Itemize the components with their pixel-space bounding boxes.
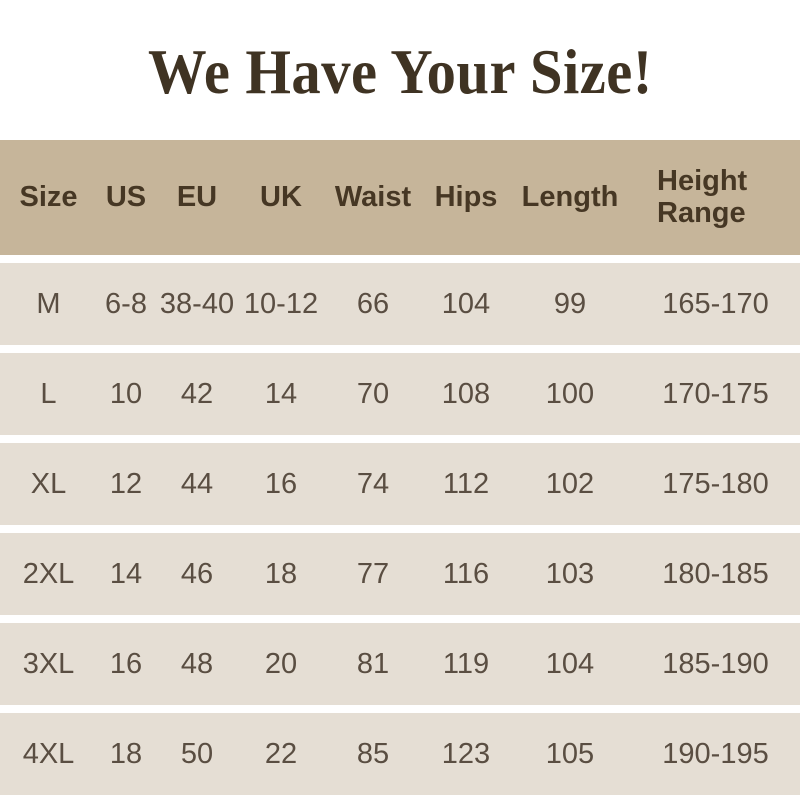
cell-height-range: 180-185 — [662, 557, 769, 590]
table-row: M 6-8 38-40 10-12 66 104 99 165-170 — [0, 263, 800, 345]
cell-us: 12 — [109, 467, 143, 500]
column-header-size: Size — [19, 180, 78, 213]
title-area: We Have Your Size! — [0, 0, 800, 140]
cell-height-range: 185-190 — [662, 647, 769, 680]
table-header-row: Size US EU UK Waist Hips Length Height R… — [0, 140, 800, 255]
cell-size: M — [36, 287, 61, 320]
cell-eu: 48 — [180, 647, 214, 680]
cell-us: 18 — [109, 737, 143, 770]
cell-length: 104 — [545, 647, 595, 680]
table-row: XL 12 44 16 74 112 102 175-180 — [0, 443, 800, 525]
cell-length: 102 — [545, 467, 595, 500]
table-row: 2XL 14 46 18 77 116 103 180-185 — [0, 533, 800, 615]
cell-eu: 50 — [180, 737, 214, 770]
cell-waist: 70 — [356, 377, 390, 410]
cell-length: 105 — [545, 737, 595, 770]
cell-waist: 66 — [356, 287, 390, 320]
cell-hips: 119 — [442, 647, 490, 680]
cell-length: 99 — [553, 287, 587, 320]
cell-eu: 42 — [180, 377, 214, 410]
size-chart-table: Size US EU UK Waist Hips Length Height R… — [0, 140, 800, 795]
cell-length: 100 — [545, 377, 595, 410]
cell-uk: 14 — [264, 377, 298, 410]
cell-us: 14 — [109, 557, 143, 590]
column-header-eu: EU — [176, 180, 218, 213]
cell-height-range: 190-195 — [662, 737, 769, 770]
cell-uk: 20 — [264, 647, 298, 680]
table-row: L 10 42 14 70 108 100 170-175 — [0, 353, 800, 435]
cell-hips: 116 — [442, 557, 490, 590]
column-header-uk: UK — [260, 180, 302, 213]
cell-size: 4XL — [22, 737, 75, 770]
cell-waist: 74 — [356, 467, 390, 500]
column-header-us: US — [105, 180, 147, 213]
cell-height-range: 175-180 — [662, 467, 769, 500]
cell-length: 103 — [545, 557, 595, 590]
cell-uk: 10-12 — [243, 287, 319, 320]
column-header-hips: Hips — [434, 180, 498, 213]
cell-eu: 38-40 — [159, 287, 235, 320]
cell-waist: 81 — [356, 647, 390, 680]
cell-us: 10 — [109, 377, 143, 410]
cell-eu: 46 — [180, 557, 214, 590]
cell-uk: 16 — [264, 467, 298, 500]
column-header-length: Length — [521, 180, 619, 213]
cell-hips: 108 — [441, 377, 491, 410]
cell-size: 2XL — [22, 557, 75, 590]
cell-size: XL — [30, 467, 67, 500]
cell-waist: 85 — [356, 737, 390, 770]
cell-uk: 18 — [264, 557, 298, 590]
cell-waist: 77 — [356, 557, 390, 590]
column-header-waist: Waist — [334, 180, 412, 213]
cell-size: L — [40, 377, 57, 410]
cell-us: 16 — [109, 647, 143, 680]
table-row: 3XL 16 48 20 81 119 104 185-190 — [0, 623, 800, 705]
column-header-height-range: Height Range — [657, 165, 748, 229]
cell-hips: 112 — [442, 467, 490, 500]
cell-eu: 44 — [180, 467, 214, 500]
page-title: We Have Your Size! — [147, 36, 653, 107]
cell-height-range: 170-175 — [662, 377, 769, 410]
cell-uk: 22 — [264, 737, 298, 770]
cell-us: 6-8 — [105, 287, 147, 320]
table-row: 4XL 18 50 22 85 123 105 190-195 — [0, 713, 800, 795]
cell-size: 3XL — [22, 647, 75, 680]
cell-hips: 104 — [441, 287, 491, 320]
cell-height-range: 165-170 — [662, 287, 769, 320]
cell-hips: 123 — [441, 737, 491, 770]
